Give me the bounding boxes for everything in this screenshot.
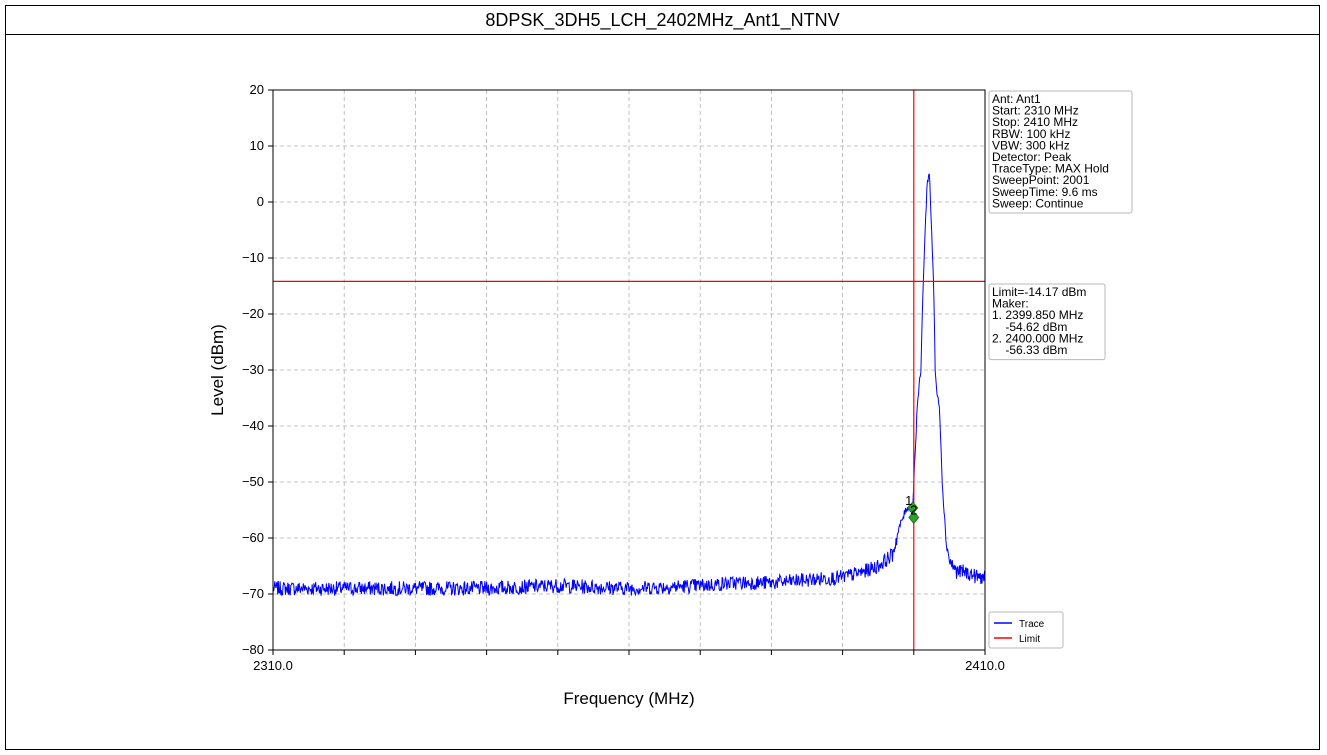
marker-info-line: 1. 2399.850 MHz [992,308,1083,322]
x-tick-label: 2310.0 [253,658,293,673]
marker-info-line: -56.33 dBm [992,343,1067,357]
settings-info-line: Start: 2310 MHz [992,104,1079,118]
marker-label: 2 [910,502,917,517]
marker-label: 1 [905,493,912,508]
trace-layer [272,90,986,650]
settings-info-line: VBW: 300 kHz [992,138,1070,152]
y-tick-label: −50 [242,474,264,489]
settings-info-line: Sweep: Continue [992,196,1084,210]
trace-line [272,173,986,597]
marker-info-line: Maker: [992,297,1029,311]
y-tick-label: 20 [250,82,264,97]
legend-entry: Trace [1019,619,1045,630]
y-tick-label: −10 [242,250,264,265]
settings-info-line: SweepTime: 9.6 ms [992,185,1098,199]
marker-info-frame [988,283,1106,361]
marker-diamond [908,510,920,525]
y-tick-label: −70 [242,586,264,601]
settings-info-line: Ant: Ant1 [992,92,1041,106]
y-tick-label: −80 [242,642,264,657]
marker-info-line: Limit=-14.17 dBm [992,285,1086,299]
y-axis-label: Level (dBm) [208,324,227,416]
settings-info-line: TraceType: MAX Hold [992,162,1109,176]
y-tick-label: 0 [257,194,264,209]
x-axis-label: Frequency (MHz) [563,689,694,708]
y-tick-label: −60 [242,530,264,545]
marker-info-line: 2. 2400.000 MHz [992,331,1083,345]
ticks: 2310.0 2410.0 20 10 0 −10 −20 −30 −40 −50 −60 −70 −8… [242,82,1005,673]
settings-info-line: RBW: 100 kHz [992,127,1070,141]
marker-info-line: -54.62 dBm [992,320,1067,334]
y-tick-label: −20 [242,306,264,321]
settings-info-line: Stop: 2410 MHz [992,115,1078,129]
settings-info-frame [988,90,1133,214]
x-tick-label: 2410.0 [965,658,1005,673]
settings-info-line: Detector: Peak [992,150,1072,164]
legend-entry: Limit [1019,634,1040,645]
y-tick-label: −40 [242,418,264,433]
legend-frame [988,611,1064,649]
legend: Trace Limit [988,611,1064,649]
markers: 12 [905,493,920,525]
chart-title: 8DPSK_3DH5_LCH_2402MHz_Ant1_NTNV [6,6,1319,35]
y-tick-label: −30 [242,362,264,377]
settings-info-line: SweepPoint: 2001 [992,173,1090,187]
y-tick-label: 10 [250,138,264,153]
